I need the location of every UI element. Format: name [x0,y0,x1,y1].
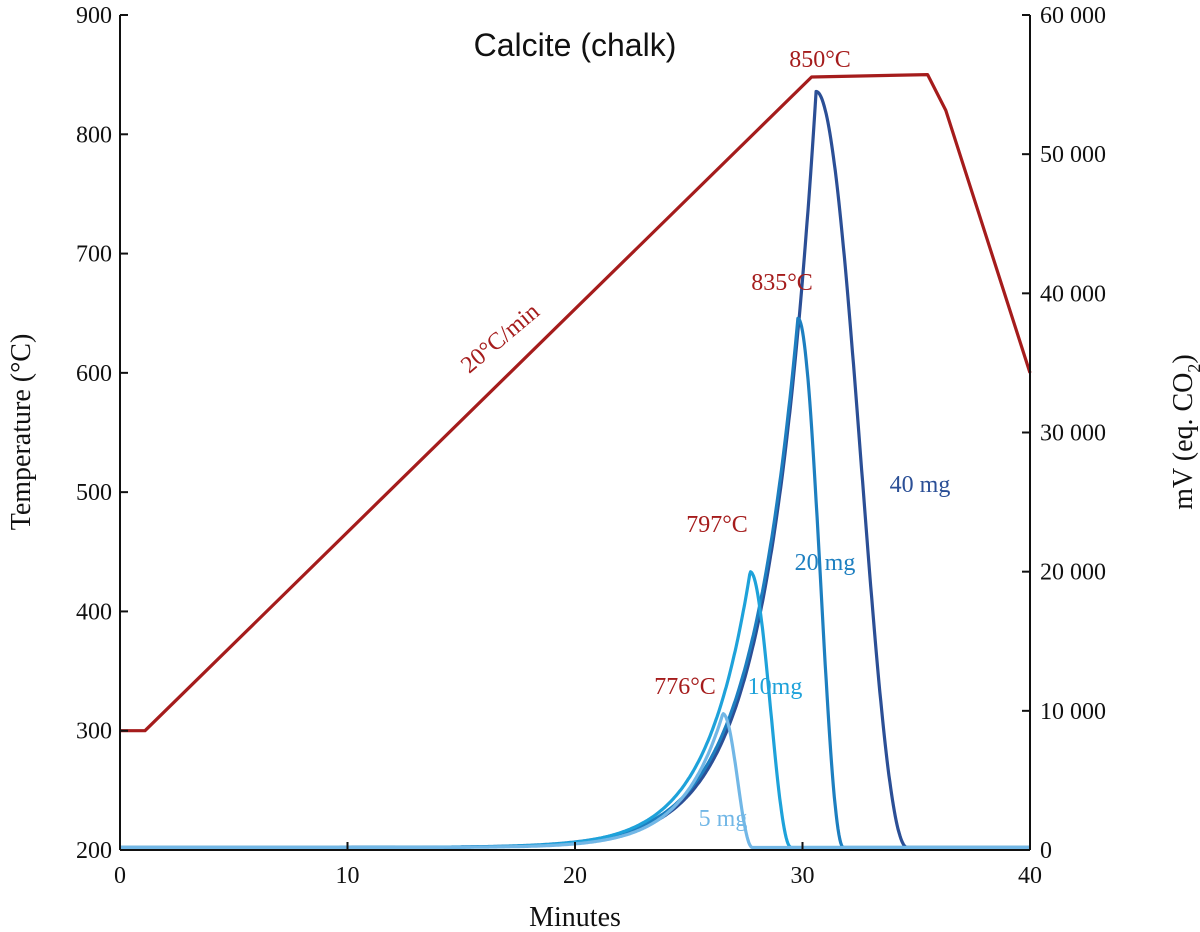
temperature-program-line [120,72,1032,733]
right-tick-label: 10 000 [1040,699,1106,725]
left-tick-label: 400 [76,599,112,625]
chart-title: Calcite (chalk) [474,27,677,63]
series-label-5mg: 5 mg [699,806,748,832]
right-axis-title-main: mV (eq. CO [1168,373,1199,510]
temp-776-label: 776°C [654,674,716,700]
axes-layer [119,15,1031,851]
series-label-40mg: 40 mg [890,472,951,498]
right-tick-label: 50 000 [1040,142,1106,168]
annotation-layer: 20°C/min 850°C 835°C 797°C 776°C 40 mg 2… [456,47,950,832]
right-axis-title: mV (eq. CO2) [1168,354,1200,509]
series-label-10mg: 10mg [748,674,803,700]
right-tick-label: 30 000 [1040,421,1106,447]
left-tick-label: 700 [76,242,112,268]
right-tick-label: 60 000 [1040,3,1106,29]
x-tick-label: 40 [1018,863,1042,889]
series-line-5mg [119,712,1031,850]
series-label-20mg: 20 mg [795,550,856,576]
right-tick-label: 40 000 [1040,281,1106,307]
left-tick-label: 600 [76,361,112,387]
rate-label: 20°C/min [456,299,544,379]
left-axis-title: Temperature (°C) [6,334,37,531]
x-tick-label: 0 [114,863,126,889]
left-tick-label: 500 [76,480,112,506]
temp-835-label: 835°C [751,270,813,296]
left-tick-label: 300 [76,719,112,745]
x-tick-label: 20 [563,863,587,889]
x-tick-label: 10 [336,863,360,889]
left-tick-label: 900 [76,3,112,29]
right-tick-label: 20 000 [1040,560,1106,586]
series-line-40mg [119,89,1031,850]
tick-layer: 0 10 20 30 40 200 300 400 500 600 700 800 900 0 10 000… [76,3,1106,889]
right-axis-title-end: ) [1168,354,1199,363]
x-axis-title: Minutes [529,902,621,932]
temp-797-label: 797°C [686,512,748,538]
temp-850-label: 850°C [789,47,851,73]
left-tick-label: 800 [76,122,112,148]
x-tick-label: 30 [791,863,815,889]
right-tick-label: 0 [1040,838,1052,864]
right-axis-title-subscript: 2 [1184,364,1200,373]
left-tick-label: 200 [76,838,112,864]
curve-layer [119,72,1032,850]
series-line-20mg [119,316,1031,850]
